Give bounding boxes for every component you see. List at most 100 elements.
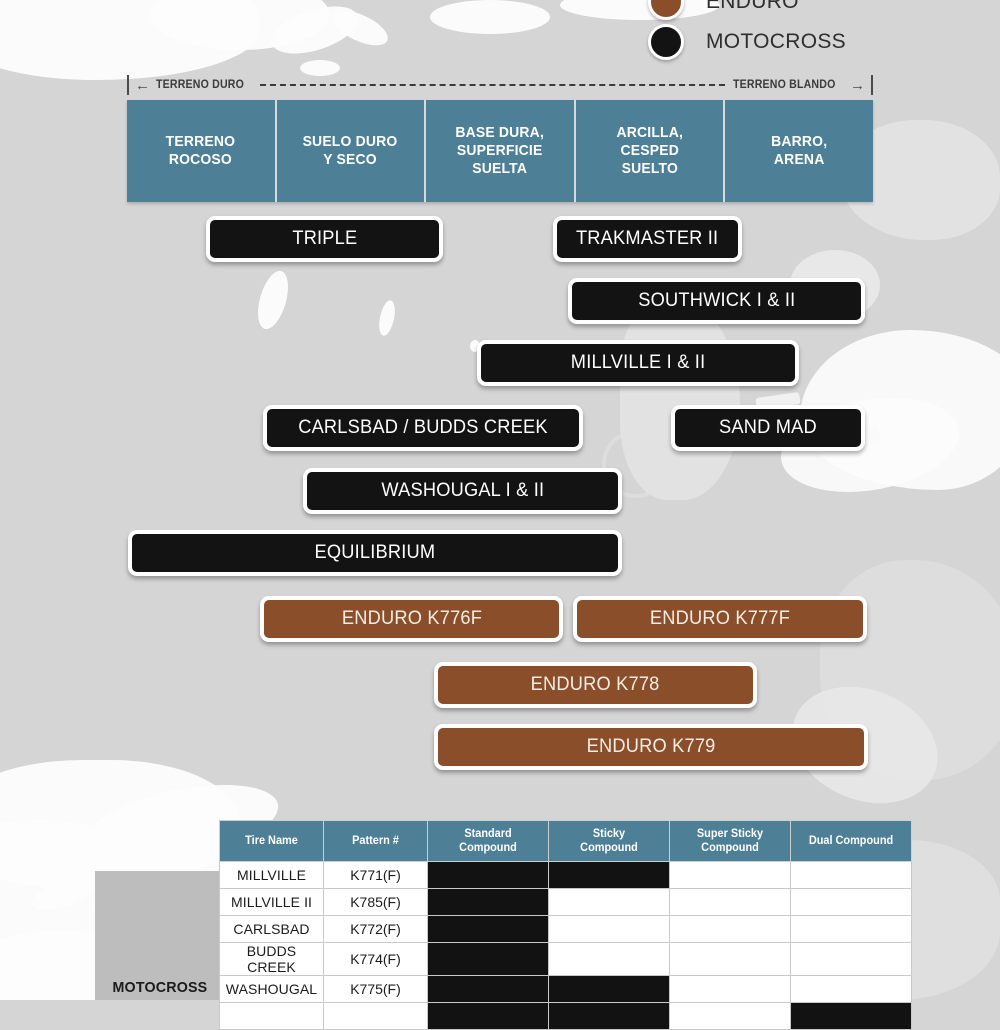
cell-super-sticky-compound	[669, 915, 791, 944]
tire-bar[interactable]: ENDURO K776F	[260, 596, 563, 642]
cell-standard-compound	[427, 975, 549, 1004]
cell-super-sticky-compound	[669, 975, 791, 1004]
tire-bar-label: ENDURO K779	[586, 736, 716, 757]
axis-dashed-line	[259, 84, 725, 86]
terrain-line: TERRENO	[166, 132, 236, 150]
axis-label-hard: TERRENO DURO	[156, 79, 245, 91]
table-body: MILLVILLE K771(F) MILLVILLE II K785(F) CARLS…	[219, 861, 912, 1030]
terrain-column-suelo-duro: SUELO DURO Y SECO	[277, 100, 427, 202]
cell-pattern: K775(F)	[323, 975, 428, 1004]
tire-bar[interactable]: TRAKMASTER II	[553, 216, 742, 262]
cell-sticky-compound	[548, 975, 670, 1004]
cell-super-sticky-compound	[669, 861, 791, 890]
table-row	[219, 1002, 912, 1030]
header-line: Standard	[464, 828, 512, 840]
column-header-sticky-compound: Sticky Compound	[548, 819, 670, 863]
terrain-axis: ← TERRENO DURO TERRENO BLANDO →	[127, 74, 873, 96]
tire-bar-label: ENDURO K776F	[341, 608, 482, 629]
header-line: Compound	[459, 842, 517, 855]
motocross-side-panel: MOTOCROSS	[95, 871, 225, 1000]
terrain-line: SUELO DURO	[302, 132, 398, 150]
tire-bar[interactable]: CARLSBAD / BUDDS CREEK	[263, 405, 583, 451]
terrain-line: Y SECO	[323, 151, 378, 168]
legend-label: ENDURO	[706, 0, 799, 13]
arrow-left-icon: ←	[135, 76, 150, 94]
terrain-line: ARCILLA,	[616, 123, 683, 141]
tire-bar[interactable]: WASHOUGAL I & II	[303, 468, 622, 514]
arrow-right-icon: →	[850, 76, 865, 94]
legend-label: MOTOCROSS	[706, 30, 846, 53]
cell-pattern: K785(F)	[323, 888, 428, 917]
tire-bar-label: SAND MAD	[719, 417, 817, 438]
splatter-shape	[327, 3, 393, 53]
cell-super-sticky-compound	[669, 942, 791, 977]
cell-pattern: K774(F)	[323, 942, 428, 977]
cell-standard-compound	[427, 1002, 549, 1030]
cell-pattern	[323, 1002, 428, 1030]
terrain-line: ARENA	[773, 151, 825, 168]
legend: ENDURO MOTOCROSS	[648, 0, 988, 62]
tire-bar[interactable]: TRIPLE	[206, 216, 443, 262]
tire-bar[interactable]: ENDURO K779	[434, 724, 868, 770]
tire-bar[interactable]: MILLVILLE I & II	[477, 340, 799, 386]
column-header-tire-name: Tire Name	[219, 819, 324, 863]
cell-standard-compound	[427, 942, 549, 977]
cell-sticky-compound	[548, 1002, 670, 1030]
cell-sticky-compound	[548, 888, 670, 917]
cell-dual-compound	[790, 942, 912, 977]
splatter-shape	[470, 340, 480, 352]
tire-bar-label: MILLVILLE I & II	[570, 352, 706, 373]
cell-dual-compound	[790, 975, 912, 1004]
splatter-shape	[300, 60, 340, 76]
axis-end-cap-right	[871, 75, 873, 95]
terrain-line: BASE DURA,	[455, 123, 545, 141]
cell-tire-name: MILLVILLE	[219, 861, 324, 890]
terrain-column-arcilla: ARCILLA, CESPED SUELTO	[576, 100, 726, 202]
column-header-pattern: Pattern #	[323, 819, 428, 863]
splatter-shape	[376, 298, 398, 338]
tire-bar[interactable]: SOUTHWICK I & II	[568, 278, 865, 324]
tire-bar[interactable]: SAND MAD	[671, 405, 865, 451]
header-line: Sticky	[592, 828, 626, 840]
cell-tire-name	[219, 1002, 324, 1030]
wheel-watermark	[602, 430, 670, 498]
circle-icon	[648, 0, 684, 20]
terrain-column-base-dura: BASE DURA, SUPERFICIE SUELTA	[426, 100, 576, 202]
table-header-row: Tire Name Pattern # Standard Compound St…	[219, 819, 912, 863]
column-header-super-sticky-compound: Super Sticky Compound	[669, 819, 791, 863]
column-header-dual-compound: Dual Compound	[790, 819, 912, 863]
tire-bar-label: CARLSBAD / BUDDS CREEK	[298, 417, 548, 438]
header-line: Super Sticky	[696, 828, 764, 840]
terrain-line: SUELTA	[472, 160, 528, 178]
legend-item-enduro: ENDURO	[648, 0, 988, 22]
cell-super-sticky-compound	[669, 1002, 791, 1030]
cell-pattern: K772(F)	[323, 915, 428, 944]
circle-icon	[648, 24, 684, 60]
tire-bar-label: SOUTHWICK I & II	[637, 290, 796, 311]
tire-bar[interactable]: EQUILIBRIUM	[128, 530, 622, 576]
tire-bar[interactable]: ENDURO K777F	[573, 596, 867, 642]
tire-bar-label: WASHOUGAL I & II	[381, 480, 544, 501]
tire-bar[interactable]: ENDURO K778	[434, 662, 757, 708]
terrain-column-rocoso: TERRENO ROCOSO	[127, 100, 277, 202]
axis-label-soft: TERRENO BLANDO	[732, 79, 836, 91]
cell-super-sticky-compound	[669, 888, 791, 917]
column-header-standard-compound: Standard Compound	[427, 819, 549, 863]
table-row: WASHOUGAL K775(F)	[219, 975, 912, 1004]
cell-dual-compound	[790, 861, 912, 890]
tire-bar-label: ENDURO K778	[531, 674, 660, 695]
splatter-shape	[252, 267, 294, 333]
header-line: Compound	[701, 842, 759, 855]
terrain-line: SUELTO	[621, 160, 678, 178]
cell-sticky-compound	[548, 915, 670, 944]
header-line: Tire Name	[245, 835, 298, 847]
cell-tire-name: BUDDS CREEK	[219, 942, 324, 977]
cell-dual-compound	[790, 1002, 912, 1030]
cell-standard-compound	[427, 915, 549, 944]
terrain-header: TERRENO ROCOSO SUELO DURO Y SECO BASE DU…	[127, 100, 873, 202]
header-line: Dual Compound	[808, 835, 894, 847]
table-row: BUDDS CREEK K774(F)	[219, 942, 912, 977]
terrain-column-barro: BARRO, ARENA	[725, 100, 873, 202]
cell-tire-name: MILLVILLE II	[219, 888, 324, 917]
cell-pattern: K771(F)	[323, 861, 428, 890]
